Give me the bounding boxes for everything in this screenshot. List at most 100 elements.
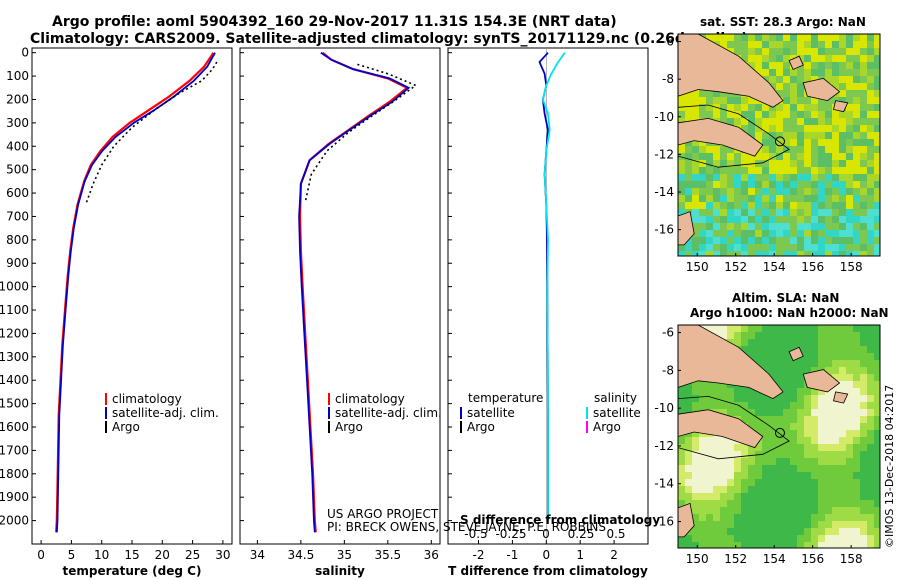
map-cell [839,472,846,479]
map-cell [741,507,748,514]
map-cell [846,402,853,409]
map-cell [839,493,846,500]
map-cell [797,444,804,451]
title-line-1: Argo profile: aoml 5904392_160 29-Nov-20… [52,14,617,30]
map-cell [825,325,832,332]
map-cell [755,202,762,209]
map-cell [804,104,811,111]
map-cell [832,346,839,353]
map-cell [825,34,832,41]
lat-tick-label: -12 [654,439,674,453]
map-cell [755,132,762,139]
depth-tick-label: 1600 [0,420,29,434]
map-cell [706,395,713,402]
map-cell [783,41,790,48]
map-cell [839,444,846,451]
map-cell [825,216,832,223]
map-cell [769,251,776,256]
map-cell [867,514,874,521]
map-cell [846,41,853,48]
map-cell [783,111,790,118]
x-tick-label: 15 [124,548,139,562]
map-cell [755,472,762,479]
map-cell [692,104,699,111]
map-cell [769,437,776,444]
map-cell [811,451,818,458]
map-cell [832,118,839,125]
bathymetry-contour [678,104,790,168]
map-cell [713,542,720,548]
map-cell [706,486,713,493]
map-cell [874,367,880,374]
map-cell [769,472,776,479]
map-cell [692,479,699,486]
map-cell [790,188,797,195]
map-cell [825,132,832,139]
map-cell [713,381,720,388]
map-cell [678,458,685,465]
map-cell [804,97,811,104]
map-cell [713,188,720,195]
map-cell [748,500,755,507]
map-cell [720,90,727,97]
map-cell [867,542,874,548]
map-cell [776,41,783,48]
map-cell [874,528,880,535]
map-cell [790,209,797,216]
map-cell [685,402,692,409]
map-cell [804,216,811,223]
map-cell [776,451,783,458]
map-cell [874,535,880,542]
map-cell [741,244,748,251]
map-cell [846,332,853,339]
map-cell [867,167,874,174]
map-cell [874,332,880,339]
map-cell [748,237,755,244]
map-cell [699,146,706,153]
map-cell [860,528,867,535]
map-cell [713,153,720,160]
map-cell [811,332,818,339]
map-cell [804,251,811,256]
map-cell [692,472,699,479]
map-cell [797,339,804,346]
map-cell [741,111,748,118]
map-cell [832,167,839,174]
map-cell [797,244,804,251]
map-cell [692,251,699,256]
map-cell [678,153,685,160]
map-cell [734,332,741,339]
map-cell [839,83,846,90]
map-cell [804,528,811,535]
map-cell [818,188,825,195]
map-cell [776,374,783,381]
map-cell [748,195,755,202]
map-cell [685,153,692,160]
map-cell [846,132,853,139]
sst-map-frame [677,33,881,257]
map-cell [755,423,762,430]
map-cell [692,500,699,507]
map-cell [678,174,685,181]
map-cell [734,111,741,118]
map-cell [776,507,783,514]
map-cell [818,493,825,500]
map-cell [804,188,811,195]
map-cell [867,423,874,430]
map-cell [748,188,755,195]
map-cell [839,437,846,444]
map-cell [776,500,783,507]
x-axis-label: salinity [315,564,365,578]
map-cell [867,90,874,97]
map-cell [839,402,846,409]
map-cell [713,437,720,444]
map-cell [860,479,867,486]
map-cell [741,125,748,132]
map-cell [706,472,713,479]
map-cell [762,360,769,367]
map-cell [846,472,853,479]
map-cell [853,251,860,256]
map-cell [853,332,860,339]
map-cell [825,430,832,437]
map-cell [853,167,860,174]
